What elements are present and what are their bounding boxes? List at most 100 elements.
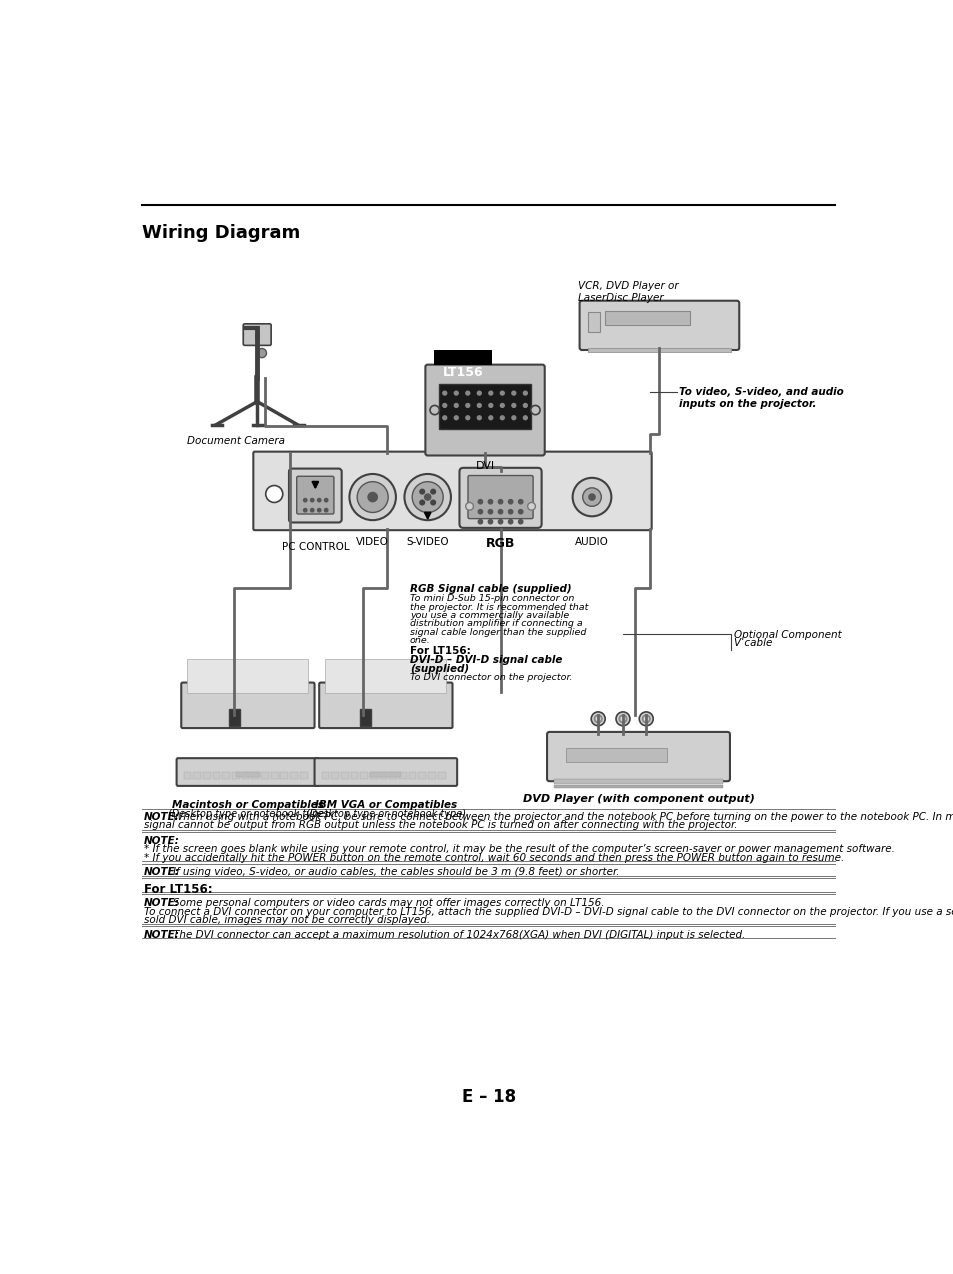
Circle shape	[523, 391, 527, 395]
Bar	[241, 772, 249, 778]
Circle shape	[257, 349, 266, 358]
Circle shape	[324, 508, 328, 512]
Circle shape	[512, 415, 516, 419]
Text: IBM VGA or Compatibles: IBM VGA or Compatibles	[314, 800, 456, 810]
Bar	[370, 772, 377, 778]
FancyBboxPatch shape	[314, 758, 456, 786]
Text: PC CONTROL: PC CONTROL	[281, 543, 349, 553]
Bar	[252, 772, 259, 778]
Circle shape	[442, 391, 446, 395]
Circle shape	[465, 391, 469, 395]
Text: (supplied): (supplied)	[410, 664, 469, 674]
Circle shape	[454, 415, 457, 419]
Circle shape	[419, 501, 424, 505]
Bar	[213, 772, 220, 778]
Text: (Desktop type or notebook type): (Desktop type or notebook type)	[168, 809, 328, 819]
Circle shape	[497, 510, 502, 513]
Text: For LT156:: For LT156:	[410, 646, 470, 656]
Bar	[340, 772, 348, 778]
Text: (Desktop type or notebook type): (Desktop type or notebook type)	[306, 809, 465, 819]
Bar	[183, 772, 192, 778]
Text: V cable: V cable	[733, 638, 771, 648]
Text: E – 18: E – 18	[461, 1088, 516, 1106]
Circle shape	[591, 712, 604, 726]
Circle shape	[266, 485, 282, 502]
Circle shape	[465, 404, 469, 408]
Text: The DVI connector can accept a maximum resolution of 1024x768(XGA) when DVI (DIG: The DVI connector can accept a maximum r…	[173, 930, 745, 940]
Circle shape	[424, 494, 431, 501]
Circle shape	[643, 717, 647, 721]
Bar	[232, 772, 239, 778]
Circle shape	[476, 415, 480, 419]
FancyBboxPatch shape	[319, 683, 452, 727]
Circle shape	[404, 474, 451, 520]
Text: Macintosh or Compatibles: Macintosh or Compatibles	[172, 800, 323, 810]
Bar	[187, 660, 308, 693]
Circle shape	[442, 404, 446, 408]
Circle shape	[310, 508, 314, 512]
Bar	[398, 772, 406, 778]
Circle shape	[488, 404, 493, 408]
FancyBboxPatch shape	[579, 301, 739, 350]
Bar	[229, 708, 240, 726]
Text: Wiring Diagram: Wiring Diagram	[142, 224, 300, 242]
Bar	[271, 772, 278, 778]
Bar	[321, 772, 329, 778]
Circle shape	[518, 499, 522, 503]
Text: VIDEO: VIDEO	[355, 538, 389, 547]
Bar	[203, 772, 211, 778]
Text: AUDIO: AUDIO	[575, 538, 608, 547]
Text: one.: one.	[410, 637, 430, 646]
Text: To mini D-Sub 15-pin connector on: To mini D-Sub 15-pin connector on	[410, 594, 574, 603]
Text: NOTE:: NOTE:	[144, 868, 180, 878]
Circle shape	[368, 493, 377, 502]
Circle shape	[596, 717, 599, 721]
Text: DVD Player (with component output): DVD Player (with component output)	[522, 794, 754, 804]
Circle shape	[512, 391, 516, 395]
Circle shape	[454, 404, 457, 408]
Circle shape	[430, 405, 439, 414]
Circle shape	[500, 391, 504, 395]
Bar	[325, 660, 446, 693]
Circle shape	[488, 415, 493, 419]
Circle shape	[488, 510, 492, 513]
Circle shape	[477, 520, 482, 524]
Bar	[360, 708, 371, 726]
Bar	[554, 778, 722, 784]
Text: sold DVI cable, images may not be correctly displayed.: sold DVI cable, images may not be correc…	[144, 915, 430, 925]
Bar	[408, 772, 416, 778]
Text: For LT156:: For LT156:	[144, 883, 213, 896]
Circle shape	[639, 712, 653, 726]
Circle shape	[508, 520, 513, 524]
Circle shape	[442, 415, 446, 419]
Circle shape	[588, 494, 595, 501]
Bar	[428, 772, 436, 778]
Bar	[437, 772, 445, 778]
Circle shape	[356, 482, 388, 512]
Circle shape	[530, 405, 539, 414]
Text: NOTE:: NOTE:	[144, 930, 180, 940]
Text: DVI: DVI	[475, 461, 494, 471]
Circle shape	[620, 717, 624, 721]
Text: NOTE:: NOTE:	[144, 836, 180, 846]
Circle shape	[310, 498, 314, 502]
Bar	[331, 772, 338, 778]
Text: distribution amplifier if connecting a: distribution amplifier if connecting a	[410, 619, 582, 628]
Circle shape	[412, 482, 443, 512]
Circle shape	[523, 404, 527, 408]
Bar	[299, 772, 307, 778]
Bar	[587, 312, 599, 333]
Bar	[193, 772, 201, 778]
Circle shape	[454, 391, 457, 395]
Circle shape	[523, 415, 527, 419]
Text: * If the screen goes blank while using your remote control, it may be the result: * If the screen goes blank while using y…	[144, 845, 894, 855]
Circle shape	[431, 489, 436, 494]
Text: you use a commercially available: you use a commercially available	[410, 612, 569, 620]
Circle shape	[618, 715, 626, 722]
FancyBboxPatch shape	[546, 733, 729, 781]
Circle shape	[477, 510, 482, 513]
Circle shape	[324, 498, 328, 502]
Text: To video, S-video, and audio
inputs on the projector.: To video, S-video, and audio inputs on t…	[679, 387, 842, 409]
FancyBboxPatch shape	[296, 476, 334, 513]
Text: When using with a notebook PC, be sure to connect between the projector and the : When using with a notebook PC, be sure t…	[173, 812, 953, 822]
